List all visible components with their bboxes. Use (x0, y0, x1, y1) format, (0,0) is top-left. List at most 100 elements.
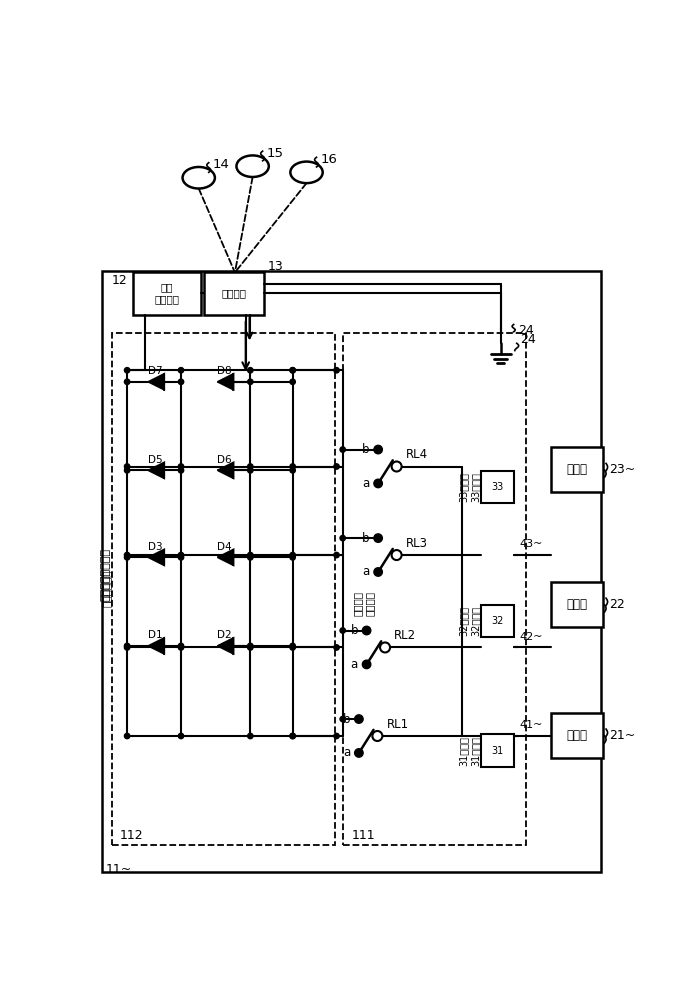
Polygon shape (218, 638, 234, 654)
Circle shape (334, 464, 339, 469)
Circle shape (247, 468, 253, 473)
Text: 15: 15 (266, 147, 284, 160)
Circle shape (290, 368, 295, 373)
Text: 43~: 43~ (520, 539, 543, 549)
Circle shape (380, 642, 390, 652)
Text: 21~: 21~ (609, 729, 635, 742)
Bar (482, 734, 514, 767)
Polygon shape (149, 638, 164, 654)
Polygon shape (149, 463, 164, 478)
Text: 42~: 42~ (520, 632, 543, 642)
Text: D5: D5 (147, 455, 162, 465)
Circle shape (374, 479, 382, 488)
Circle shape (247, 552, 253, 558)
Text: a: a (343, 746, 350, 759)
Circle shape (247, 464, 253, 469)
Circle shape (179, 645, 183, 650)
Bar (133, 272, 201, 315)
Circle shape (290, 643, 295, 649)
Circle shape (290, 733, 295, 739)
Text: b: b (350, 624, 358, 637)
Circle shape (340, 716, 345, 722)
Text: a: a (362, 477, 370, 490)
Polygon shape (218, 374, 234, 389)
Circle shape (124, 468, 130, 473)
Bar (343, 333, 526, 845)
Text: 32中继器: 32中继器 (459, 606, 468, 636)
Circle shape (124, 643, 130, 649)
Circle shape (124, 464, 130, 469)
Circle shape (247, 368, 253, 373)
Circle shape (247, 643, 253, 649)
Circle shape (179, 555, 183, 560)
Text: RL2: RL2 (394, 629, 416, 642)
Polygon shape (149, 374, 164, 389)
Text: 11~: 11~ (106, 863, 132, 876)
Circle shape (247, 555, 253, 560)
Text: 22: 22 (609, 598, 625, 611)
Circle shape (362, 660, 371, 669)
Circle shape (247, 379, 253, 384)
Circle shape (247, 645, 253, 650)
Circle shape (340, 628, 345, 633)
Text: 14: 14 (213, 158, 229, 171)
Text: 111: 111 (352, 829, 375, 842)
Circle shape (334, 368, 339, 373)
Circle shape (290, 368, 295, 373)
Circle shape (374, 534, 382, 542)
Bar (482, 605, 514, 637)
Circle shape (334, 733, 339, 739)
Text: D7: D7 (147, 366, 162, 376)
Circle shape (290, 555, 295, 560)
Bar (112, 333, 335, 845)
Text: 终端站: 终端站 (566, 463, 587, 476)
Text: a: a (362, 565, 370, 578)
Text: 馈电线路切换单元: 馈电线路切换单元 (101, 548, 111, 601)
Circle shape (179, 552, 183, 558)
Polygon shape (218, 463, 234, 478)
Text: D1: D1 (147, 630, 162, 640)
Bar (550, 447, 603, 492)
Text: 33: 33 (491, 482, 504, 492)
Text: 馈电线路
触点电路: 馈电线路 触点电路 (353, 591, 375, 616)
Text: b: b (362, 443, 370, 456)
Circle shape (373, 731, 382, 741)
Text: b: b (343, 713, 350, 726)
Text: 二极管桥电路: 二极管桥电路 (102, 569, 112, 607)
Text: D4: D4 (217, 542, 231, 552)
Text: 33中继器: 33中继器 (470, 472, 480, 502)
Circle shape (124, 733, 130, 739)
Polygon shape (218, 550, 234, 565)
Circle shape (179, 464, 183, 469)
Text: 终端站: 终端站 (566, 729, 587, 742)
Text: 31中继器: 31中继器 (459, 736, 468, 766)
Text: D8: D8 (217, 366, 231, 376)
Text: 31: 31 (491, 746, 504, 756)
Circle shape (354, 715, 363, 723)
Text: a: a (351, 658, 358, 671)
Text: 41~: 41~ (520, 720, 543, 730)
Circle shape (124, 645, 130, 650)
Text: b: b (362, 532, 370, 545)
Text: 控制单元: 控制单元 (222, 288, 247, 298)
Text: D6: D6 (217, 455, 231, 465)
Circle shape (391, 550, 402, 560)
Circle shape (334, 552, 339, 558)
Circle shape (340, 535, 345, 541)
Circle shape (179, 643, 183, 649)
Circle shape (179, 379, 183, 384)
Text: 32中继器: 32中继器 (470, 606, 480, 636)
Text: 16: 16 (320, 153, 337, 166)
Text: D3: D3 (147, 542, 162, 552)
Text: D2: D2 (217, 630, 231, 640)
Text: 24: 24 (518, 324, 534, 337)
Circle shape (362, 626, 371, 635)
Circle shape (290, 468, 295, 473)
Circle shape (124, 552, 130, 558)
Circle shape (179, 468, 183, 473)
Circle shape (334, 645, 339, 650)
Circle shape (290, 379, 295, 384)
Circle shape (290, 733, 295, 739)
Circle shape (340, 447, 345, 452)
Bar (204, 272, 264, 315)
